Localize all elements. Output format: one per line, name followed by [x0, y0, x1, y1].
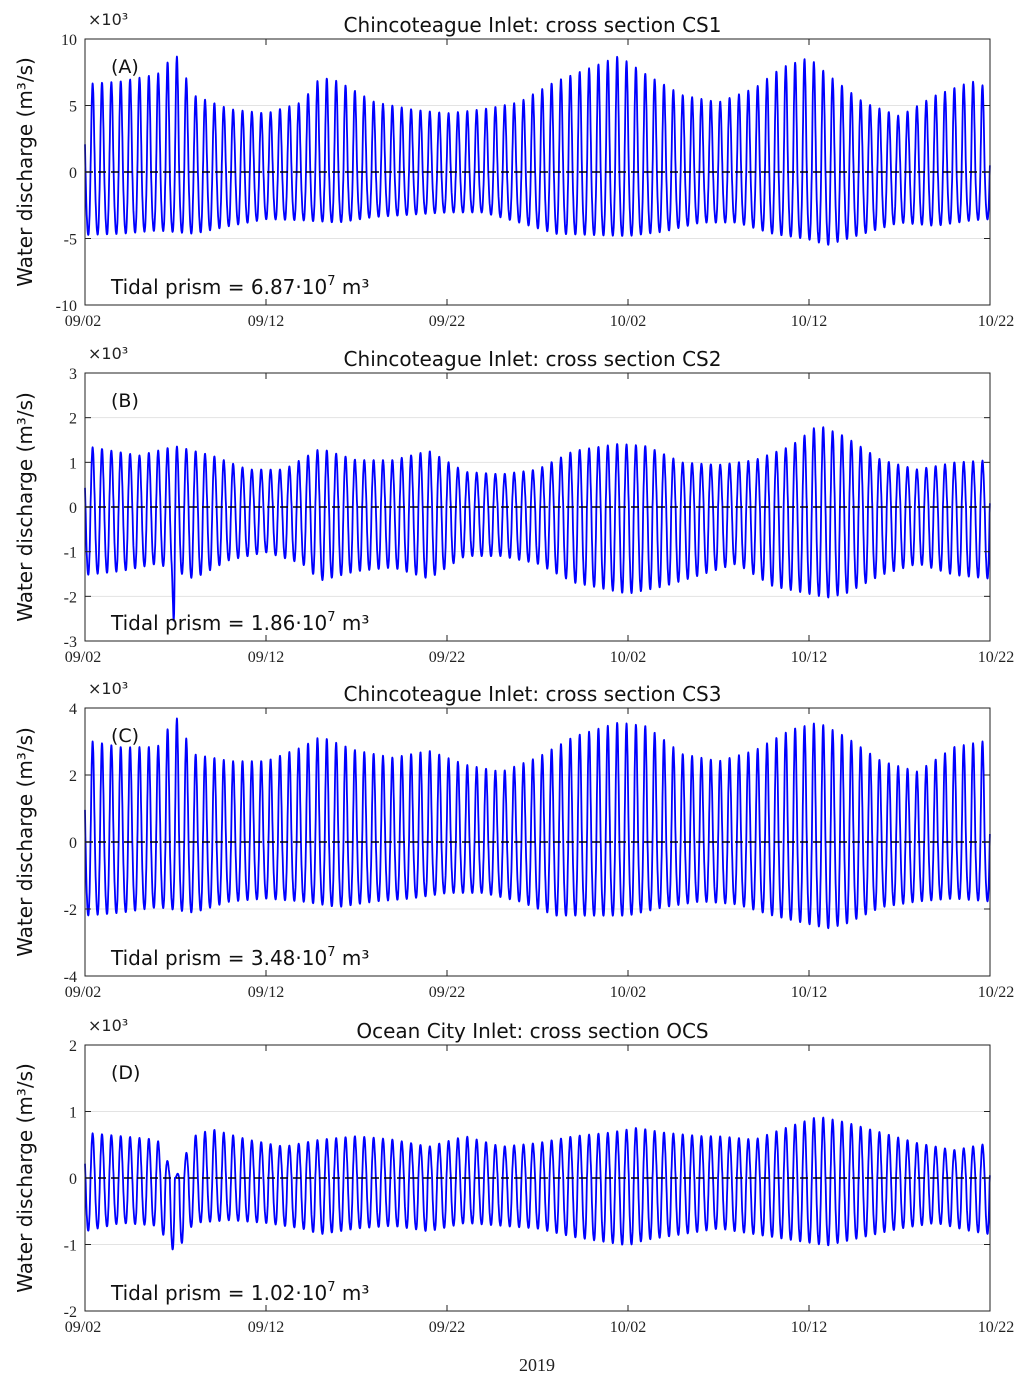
- chart-panel-2: -3 -2 -1 0 1 2 3 09/02 09/12 09/22 10/02 10/12 10/22…: [13, 344, 1014, 666]
- x-tick-label: 09/02: [65, 313, 101, 330]
- y-tick-label: -2: [64, 589, 77, 606]
- y-tick-label: -3: [64, 634, 77, 651]
- y-tick-label: -1: [64, 1238, 77, 1255]
- panel-label: (C): [111, 725, 139, 747]
- x-tick-label: 10/12: [791, 1319, 827, 1336]
- chart-title: Chincoteague Inlet: cross section CS1: [344, 13, 722, 37]
- x-tick-label: 10/22: [978, 649, 1014, 666]
- y-tick-label: 2: [69, 1038, 77, 1055]
- x-tick-label: 10/22: [978, 313, 1014, 330]
- x-tick-label: 09/02: [65, 649, 101, 666]
- panel-label: (B): [111, 390, 139, 412]
- x-tick-label: 09/02: [65, 984, 101, 1001]
- x-tick-label: 10/02: [610, 649, 646, 666]
- x-tick-label: 10/02: [610, 984, 646, 1001]
- x-tick-label: 09/12: [248, 313, 284, 330]
- y-tick-label: 3: [69, 366, 77, 383]
- x-tick-label: 09/22: [429, 984, 465, 1001]
- y-tick-label: 2: [69, 768, 77, 785]
- y-exponent-label: ×10³: [88, 1016, 128, 1035]
- x-tick-label: 09/12: [248, 984, 284, 1001]
- y-exponent-label: ×10³: [88, 679, 128, 698]
- y-tick-label: 1: [69, 1105, 77, 1122]
- y-tick-label: -2: [64, 1304, 77, 1321]
- y-tick-label: 1: [69, 455, 77, 472]
- x-tick-label: 09/22: [429, 313, 465, 330]
- y-tick-label: 0: [69, 835, 77, 852]
- x-tick-label: 10/02: [610, 313, 646, 330]
- x-tick-label: 09/22: [429, 649, 465, 666]
- y-exponent-label: ×10³: [88, 10, 128, 29]
- discharge-series-line: [84, 426, 991, 622]
- y-tick-label: 0: [69, 500, 77, 517]
- x-tick-label: 10/22: [978, 984, 1014, 1001]
- y-tick-label: 4: [69, 701, 77, 718]
- x-tick-label: 10/02: [610, 1319, 646, 1336]
- x-tick-label: 09/22: [429, 1319, 465, 1336]
- x-axis-label: 2019: [519, 1355, 555, 1375]
- y-axis-label: Water discharge (m³/s): [13, 57, 37, 287]
- discharge-series-line: [84, 55, 991, 246]
- y-tick-label: 0: [69, 165, 77, 182]
- discharge-series-line: [84, 717, 991, 930]
- x-tick-label: 09/02: [65, 1319, 101, 1336]
- chart-panel-3: -4 -2 0 2 4 09/02 09/12 09/22 10/02 10/12 10/22 ×10…: [13, 679, 1014, 1001]
- y-tick-label: 10: [61, 32, 77, 49]
- y-tick-label: 0: [69, 1171, 77, 1188]
- tidal-prism-annotation: Tidal prism = 1.02·107 m³: [110, 1280, 369, 1305]
- y-axis-label: Water discharge (m³/s): [13, 1063, 37, 1293]
- y-tick-label: -4: [64, 969, 77, 986]
- x-tick-label: 10/22: [978, 1319, 1014, 1336]
- panel-label: (D): [111, 1062, 140, 1084]
- x-tick-label: 09/12: [248, 1319, 284, 1336]
- y-axis-label: Water discharge (m³/s): [13, 727, 37, 957]
- y-tick-label: -1: [64, 545, 77, 562]
- y-tick-label: 2: [69, 411, 77, 428]
- tidal-prism-annotation: Tidal prism = 3.48·107 m³: [110, 945, 369, 970]
- chart-panel-4: -2 -1 0 1 2 09/02 09/12 09/22 10/02 10/12 10/22 ×10…: [13, 1016, 1014, 1336]
- y-tick-label: -10: [56, 298, 77, 315]
- x-tick-label: 10/12: [791, 313, 827, 330]
- y-tick-label: -5: [64, 232, 77, 249]
- y-exponent-label: ×10³: [88, 344, 128, 363]
- tidal-prism-annotation: Tidal prism = 1.86·107 m³: [110, 610, 369, 635]
- chart-title: Chincoteague Inlet: cross section CS2: [344, 347, 722, 371]
- chart-title: Ocean City Inlet: cross section OCS: [356, 1019, 708, 1043]
- chart-panel-1: -10 -5 0 5 10 09/02 09/12 09/22 10/02 10/12 10/22 ×…: [13, 10, 1014, 330]
- y-tick-label: 5: [69, 99, 77, 116]
- y-axis-label: Water discharge (m³/s): [13, 392, 37, 622]
- discharge-series-line: [84, 1116, 991, 1251]
- y-tick-label: -2: [64, 902, 77, 919]
- x-tick-label: 10/12: [791, 984, 827, 1001]
- x-tick-label: 09/12: [248, 649, 284, 666]
- tidal-prism-annotation: Tidal prism = 6.87·107 m³: [110, 274, 369, 299]
- panel-label: (A): [111, 56, 139, 78]
- chart-title: Chincoteague Inlet: cross section CS3: [344, 682, 722, 706]
- x-tick-label: 10/12: [791, 649, 827, 666]
